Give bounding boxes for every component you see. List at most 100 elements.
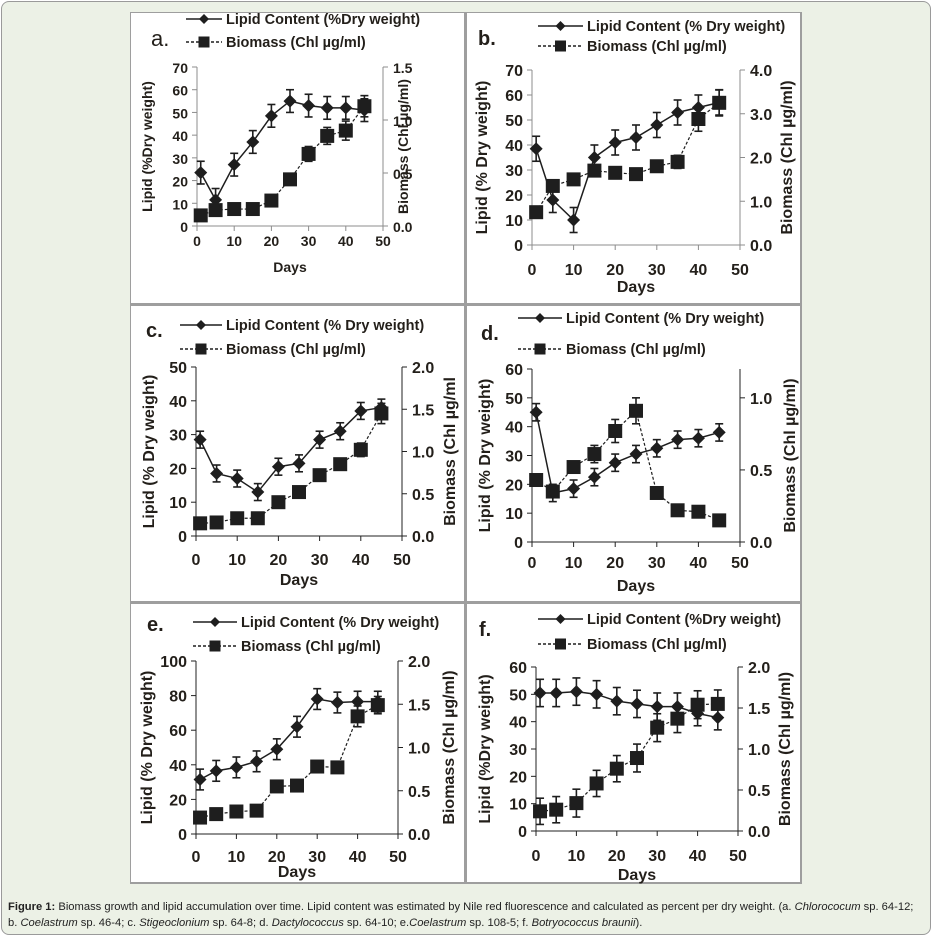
y-axis-title-left: Lipid (% Dry weight) xyxy=(139,671,156,825)
biomass-series-line xyxy=(200,105,365,216)
lipid-data-point xyxy=(264,109,278,123)
biomass-data-point xyxy=(250,511,265,526)
legend-label-biomass: Biomass (Chl µg/ml) xyxy=(587,39,727,55)
lipid-data-point xyxy=(629,447,643,461)
y-tick-label-left: 20 xyxy=(169,792,187,809)
x-tick-label: 20 xyxy=(264,233,280,249)
x-tick-label: 30 xyxy=(648,848,666,865)
chart-panel-c: c. Lipid Content (% Dry weight) Biomass (C… xyxy=(141,318,459,589)
lipid-data-point xyxy=(691,101,705,114)
panel-label: d. xyxy=(481,323,499,345)
caption-text-part: sp. 46-4; c. xyxy=(77,917,140,929)
biomass-data-point xyxy=(629,403,643,418)
y-tick-label-right: 0.5 xyxy=(748,783,770,800)
lipid-data-point xyxy=(712,425,726,439)
y-tick-label-left: 50 xyxy=(509,687,527,704)
biomass-data-point xyxy=(691,112,706,126)
caption-species-name: Botryococcus braunii xyxy=(531,917,636,929)
legend-label-biomass: Biomass (Chl µg/ml) xyxy=(226,35,366,51)
y-tick-label-left: 70 xyxy=(505,63,523,80)
y-tick-label-left: 10 xyxy=(505,506,523,523)
lipid-data-point xyxy=(310,692,324,706)
y-tick-label-left: 80 xyxy=(169,689,187,706)
y-tick-label-right: 2.0 xyxy=(408,654,430,671)
x-tick-label: 30 xyxy=(308,849,326,866)
biomass-data-point xyxy=(670,154,685,169)
biomass-data-point xyxy=(712,95,727,110)
y-axis-title-right: Biomass (Chl µg/ml xyxy=(442,377,459,526)
lipid-data-point xyxy=(670,700,684,714)
y-tick-label-left: 40 xyxy=(509,715,527,732)
lipid-data-point xyxy=(320,101,334,115)
y-tick-label-left: 0 xyxy=(514,238,523,255)
biomass-data-point xyxy=(670,711,685,726)
caption-species-name: Dactylococcus xyxy=(271,917,344,929)
lipid-series-line xyxy=(200,100,365,202)
x-tick-label: 50 xyxy=(731,262,749,279)
y-tick-label-left: 0 xyxy=(514,535,523,552)
x-axis-title: Days xyxy=(280,572,318,589)
y-tick-label-right: 1.0 xyxy=(750,391,772,408)
biomass-data-point xyxy=(566,172,581,187)
x-axis-title: Days xyxy=(273,259,307,275)
legend-label-lipid: Lipid Content (% Dry weight) xyxy=(226,318,424,334)
y-tick-label-left: 40 xyxy=(172,128,188,144)
x-tick-label: 50 xyxy=(393,552,411,569)
legend-diamond-marker-icon xyxy=(555,21,566,31)
lipid-data-point xyxy=(671,106,685,119)
biomass-data-point xyxy=(357,99,372,114)
x-tick-label: 0 xyxy=(192,552,201,569)
lipid-data-point xyxy=(251,485,265,499)
y-tick-label-left: 50 xyxy=(172,105,188,121)
caption-text: Biomass growth and lipid accumulation ov… xyxy=(8,901,913,929)
y-tick-label-right: 2.0 xyxy=(412,360,434,377)
lipid-data-point xyxy=(567,482,581,496)
y-tick-label-left: 60 xyxy=(505,88,523,105)
lipid-data-point xyxy=(610,694,624,708)
legend-diamond-marker-icon xyxy=(535,313,545,323)
lipid-series-line xyxy=(199,406,382,494)
lipid-data-point xyxy=(691,431,705,445)
y-tick-label-right: 1.0 xyxy=(412,445,434,462)
legend-label-lipid: Lipid Content (% Dry weight) xyxy=(241,615,439,631)
chart-panel-f: f. Lipid Content (%Dry weight) Biomass (Ch… xyxy=(477,612,794,884)
caption-text-part: ). xyxy=(635,917,643,929)
biomass-data-point xyxy=(209,807,224,822)
biomass-data-point xyxy=(353,442,368,457)
biomass-data-point xyxy=(229,804,244,819)
legend-square-marker-icon xyxy=(209,640,221,652)
biomass-data-point xyxy=(566,460,581,475)
biomass-data-point xyxy=(650,720,665,735)
lipid-data-point xyxy=(250,754,264,768)
lipid-data-point xyxy=(351,695,365,709)
y-tick-label-left: 0 xyxy=(178,827,187,844)
y-tick-label-left: 60 xyxy=(505,362,523,379)
y-tick-label-left: 40 xyxy=(505,138,523,155)
legend-diamond-marker-icon xyxy=(196,320,206,330)
lipid-data-point xyxy=(333,424,347,438)
lipid-data-point xyxy=(533,686,547,700)
chart-panel-d: d. Lipid Content (% Dry weight) Biomass (C… xyxy=(477,311,799,595)
y-tick-label-left: 30 xyxy=(509,742,527,759)
x-tick-label: 50 xyxy=(729,848,747,865)
biomass-data-point xyxy=(712,513,727,528)
y-axis-title-left: Lipid (% Dry weight) xyxy=(474,81,491,235)
y-tick-label-right: 0.5 xyxy=(412,487,434,504)
y-tick-label-left: 100 xyxy=(160,654,187,671)
x-tick-label: 20 xyxy=(606,555,624,572)
y-tick-label-left: 10 xyxy=(505,213,523,230)
biomass-data-point xyxy=(529,473,544,488)
biomass-data-point xyxy=(710,696,725,711)
biomass-data-point xyxy=(630,751,644,766)
biomass-data-point xyxy=(690,697,705,712)
lipid-data-point xyxy=(210,466,224,480)
biomass-data-point xyxy=(589,776,604,791)
lipid-data-point xyxy=(549,686,563,700)
x-tick-label: 40 xyxy=(349,849,367,866)
biomass-data-point xyxy=(549,802,564,817)
lipid-data-point xyxy=(290,720,304,734)
lipid-data-point xyxy=(650,441,664,455)
caption-species-name: Coelastrum xyxy=(409,917,467,929)
y-axis-title-right: Biomass (Chl µg/ml) xyxy=(777,672,794,826)
legend-label-lipid: Lipid Content (%Dry weight) xyxy=(587,612,781,628)
